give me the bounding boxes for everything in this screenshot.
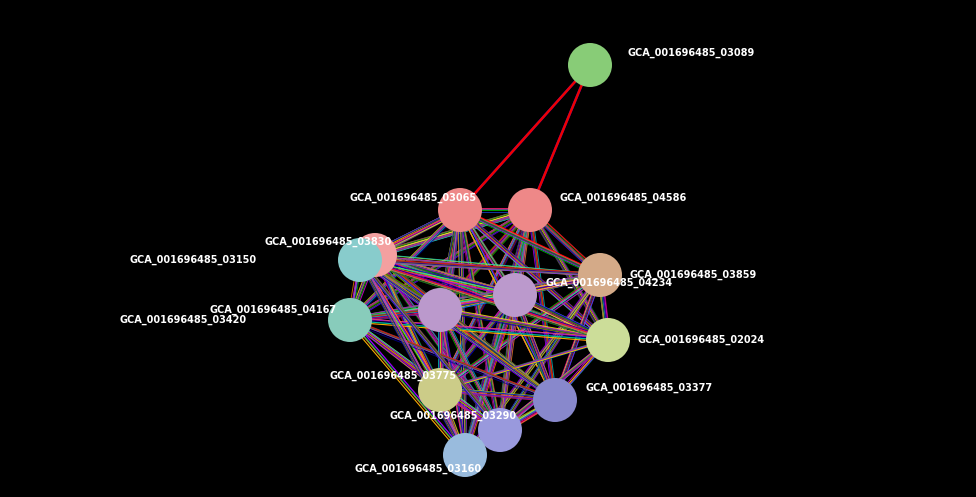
Text: GCA_001696485_03377: GCA_001696485_03377 (585, 383, 712, 393)
Text: GCA_001696485_03089: GCA_001696485_03089 (627, 48, 754, 58)
Circle shape (418, 368, 462, 412)
Text: GCA_001696485_03065: GCA_001696485_03065 (349, 193, 477, 203)
Text: GCA_001696485_03150: GCA_001696485_03150 (130, 255, 257, 265)
Circle shape (353, 233, 397, 277)
Text: GCA_001696485_02024: GCA_001696485_02024 (638, 335, 765, 345)
Text: GCA_001696485_04167: GCA_001696485_04167 (210, 305, 337, 315)
Text: GCA_001696485_03290: GCA_001696485_03290 (389, 411, 517, 421)
Text: GCA_001696485_03830: GCA_001696485_03830 (264, 237, 392, 247)
Circle shape (586, 318, 630, 362)
Circle shape (438, 188, 482, 232)
Circle shape (508, 188, 552, 232)
Circle shape (338, 238, 382, 282)
Circle shape (478, 408, 522, 452)
Text: GCA_001696485_04586: GCA_001696485_04586 (560, 193, 687, 203)
Circle shape (443, 433, 487, 477)
Circle shape (493, 273, 537, 317)
Text: GCA_001696485_03775: GCA_001696485_03775 (330, 371, 457, 381)
Circle shape (533, 378, 577, 422)
Circle shape (578, 253, 622, 297)
Text: GCA_001696485_03160: GCA_001696485_03160 (355, 464, 482, 474)
Circle shape (328, 298, 372, 342)
Text: GCA_001696485_04234: GCA_001696485_04234 (545, 278, 672, 288)
Circle shape (568, 43, 612, 87)
Text: GCA_001696485_03420: GCA_001696485_03420 (120, 315, 247, 325)
Text: GCA_001696485_03859: GCA_001696485_03859 (630, 270, 757, 280)
Circle shape (418, 288, 462, 332)
